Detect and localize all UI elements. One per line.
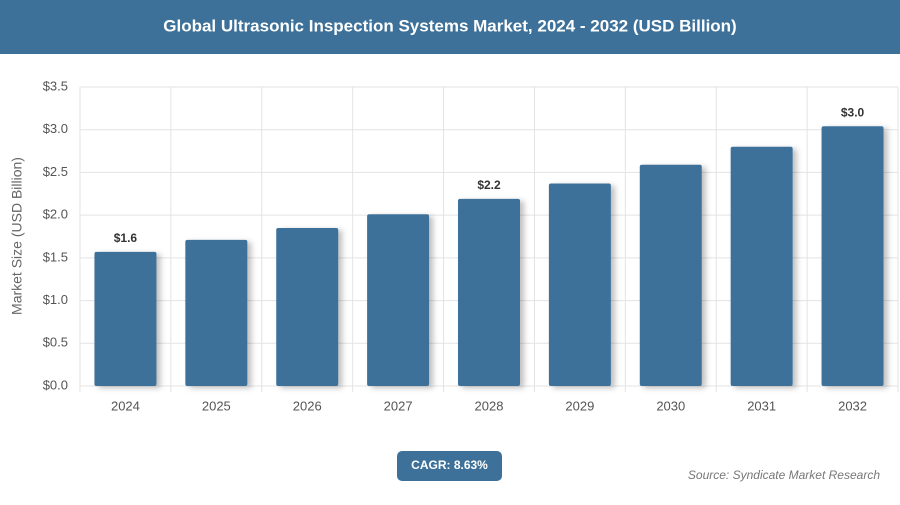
bar <box>94 251 157 386</box>
y-tick-label: $0.0 <box>43 377 68 392</box>
x-tick-label: 2032 <box>838 398 867 413</box>
y-tick-label: $2.5 <box>43 164 68 179</box>
x-tick-label: 2030 <box>656 398 685 413</box>
y-tick-label: $1.0 <box>43 292 68 307</box>
value-label: $3.0 <box>841 105 865 119</box>
bar <box>367 214 430 386</box>
x-tick-label: 2024 <box>111 398 140 413</box>
y-tick-label: $3.0 <box>43 121 68 136</box>
x-tick-label: 2031 <box>747 398 776 413</box>
cagr-label: CAGR: 8.63% <box>411 458 488 472</box>
y-tick-label: $3.5 <box>43 78 68 93</box>
x-tick-label: 2027 <box>384 398 413 413</box>
source-note: Source: Syndicate Market Research <box>688 468 880 482</box>
bar <box>639 164 702 386</box>
bar <box>185 239 248 386</box>
y-tick-label: $1.5 <box>43 249 68 264</box>
x-tick-label: 2026 <box>293 398 322 413</box>
x-tick-label: 2029 <box>565 398 594 413</box>
y-tick-label: $0.5 <box>43 335 68 350</box>
x-tick-label: 2028 <box>475 398 504 413</box>
x-tick-label: 2025 <box>202 398 231 413</box>
y-tick-label: $2.0 <box>43 207 68 222</box>
value-label: $2.2 <box>477 178 501 192</box>
y-axis-label: Market Size (USD Billion) <box>9 157 25 315</box>
cagr-badge <box>397 451 502 481</box>
bar <box>276 227 339 386</box>
header-band <box>0 0 900 54</box>
bar <box>730 146 793 386</box>
bar <box>821 126 884 386</box>
chart-title: Global Ultrasonic Inspection Systems Mar… <box>163 16 736 35</box>
bar <box>548 183 611 386</box>
value-label: $1.6 <box>114 231 138 245</box>
bar <box>458 198 520 386</box>
